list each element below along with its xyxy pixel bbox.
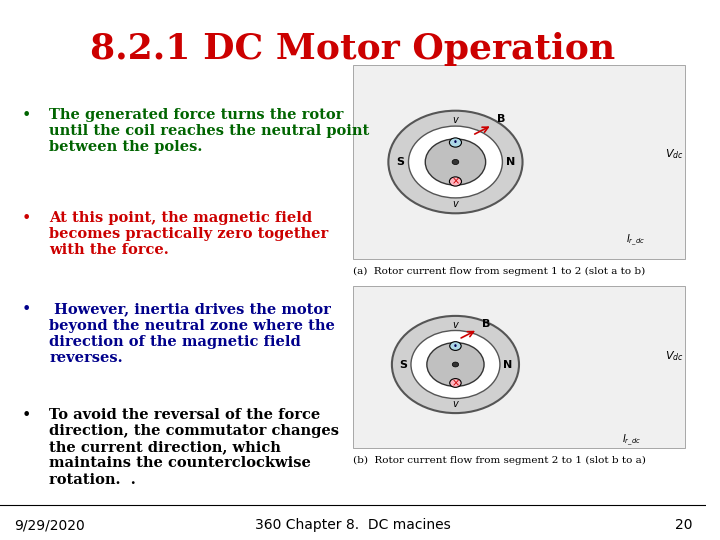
Circle shape — [408, 126, 503, 198]
Text: (b)  Rotor current flow from segment 2 to 1 (slot b to a): (b) Rotor current flow from segment 2 to… — [353, 456, 646, 465]
FancyBboxPatch shape — [353, 65, 685, 259]
Text: The generated force turns the rotor
until the coil reaches the neutral point
bet: The generated force turns the rotor unti… — [50, 108, 369, 154]
Text: $I_{r\_dc}$: $I_{r\_dc}$ — [623, 433, 642, 448]
Text: ×: × — [451, 177, 459, 186]
Text: N: N — [503, 360, 512, 369]
Text: $I_{r\_dc}$: $I_{r\_dc}$ — [626, 233, 645, 248]
FancyBboxPatch shape — [353, 286, 685, 448]
Circle shape — [449, 138, 462, 147]
Text: B: B — [482, 319, 490, 329]
Text: $V_{dc}$: $V_{dc}$ — [665, 147, 684, 161]
Text: B: B — [497, 114, 505, 124]
Text: N: N — [506, 157, 515, 167]
Text: S: S — [400, 360, 408, 369]
Text: At this point, the magnetic field
becomes practically zero together
with the for: At this point, the magnetic field become… — [50, 211, 328, 257]
Text: ×: × — [451, 378, 459, 388]
Circle shape — [427, 342, 484, 387]
Circle shape — [426, 139, 485, 185]
Text: •: • — [453, 138, 458, 147]
Circle shape — [411, 330, 500, 399]
Text: •: • — [453, 341, 458, 350]
Text: •: • — [21, 408, 30, 423]
Text: 360 Chapter 8.  DC macines: 360 Chapter 8. DC macines — [255, 518, 451, 532]
Text: 20: 20 — [675, 518, 692, 532]
Text: S: S — [397, 157, 405, 167]
Text: 8.2.1 DC Motor Operation: 8.2.1 DC Motor Operation — [91, 32, 616, 66]
Text: •: • — [21, 108, 30, 123]
Text: •: • — [21, 211, 30, 226]
Circle shape — [452, 159, 459, 165]
Circle shape — [450, 342, 462, 350]
Text: To avoid the reversal of the force
direction, the commutator changes
the current: To avoid the reversal of the force direc… — [50, 408, 339, 487]
Text: $V_{dc}$: $V_{dc}$ — [665, 349, 684, 363]
Text: v: v — [453, 199, 459, 209]
Circle shape — [449, 177, 462, 186]
Circle shape — [388, 111, 523, 213]
Text: v: v — [453, 320, 459, 329]
Text: However, inertia drives the motor
beyond the neutral zone where the
direction of: However, inertia drives the motor beyond… — [50, 302, 336, 365]
Circle shape — [392, 316, 519, 413]
Circle shape — [452, 362, 459, 367]
Text: (a)  Rotor current flow from segment 1 to 2 (slot a to b): (a) Rotor current flow from segment 1 to… — [353, 267, 645, 276]
Text: v: v — [453, 115, 459, 125]
Text: 9/29/2020: 9/29/2020 — [14, 518, 85, 532]
Text: v: v — [453, 400, 459, 409]
Circle shape — [450, 379, 462, 387]
Text: •: • — [21, 302, 30, 318]
